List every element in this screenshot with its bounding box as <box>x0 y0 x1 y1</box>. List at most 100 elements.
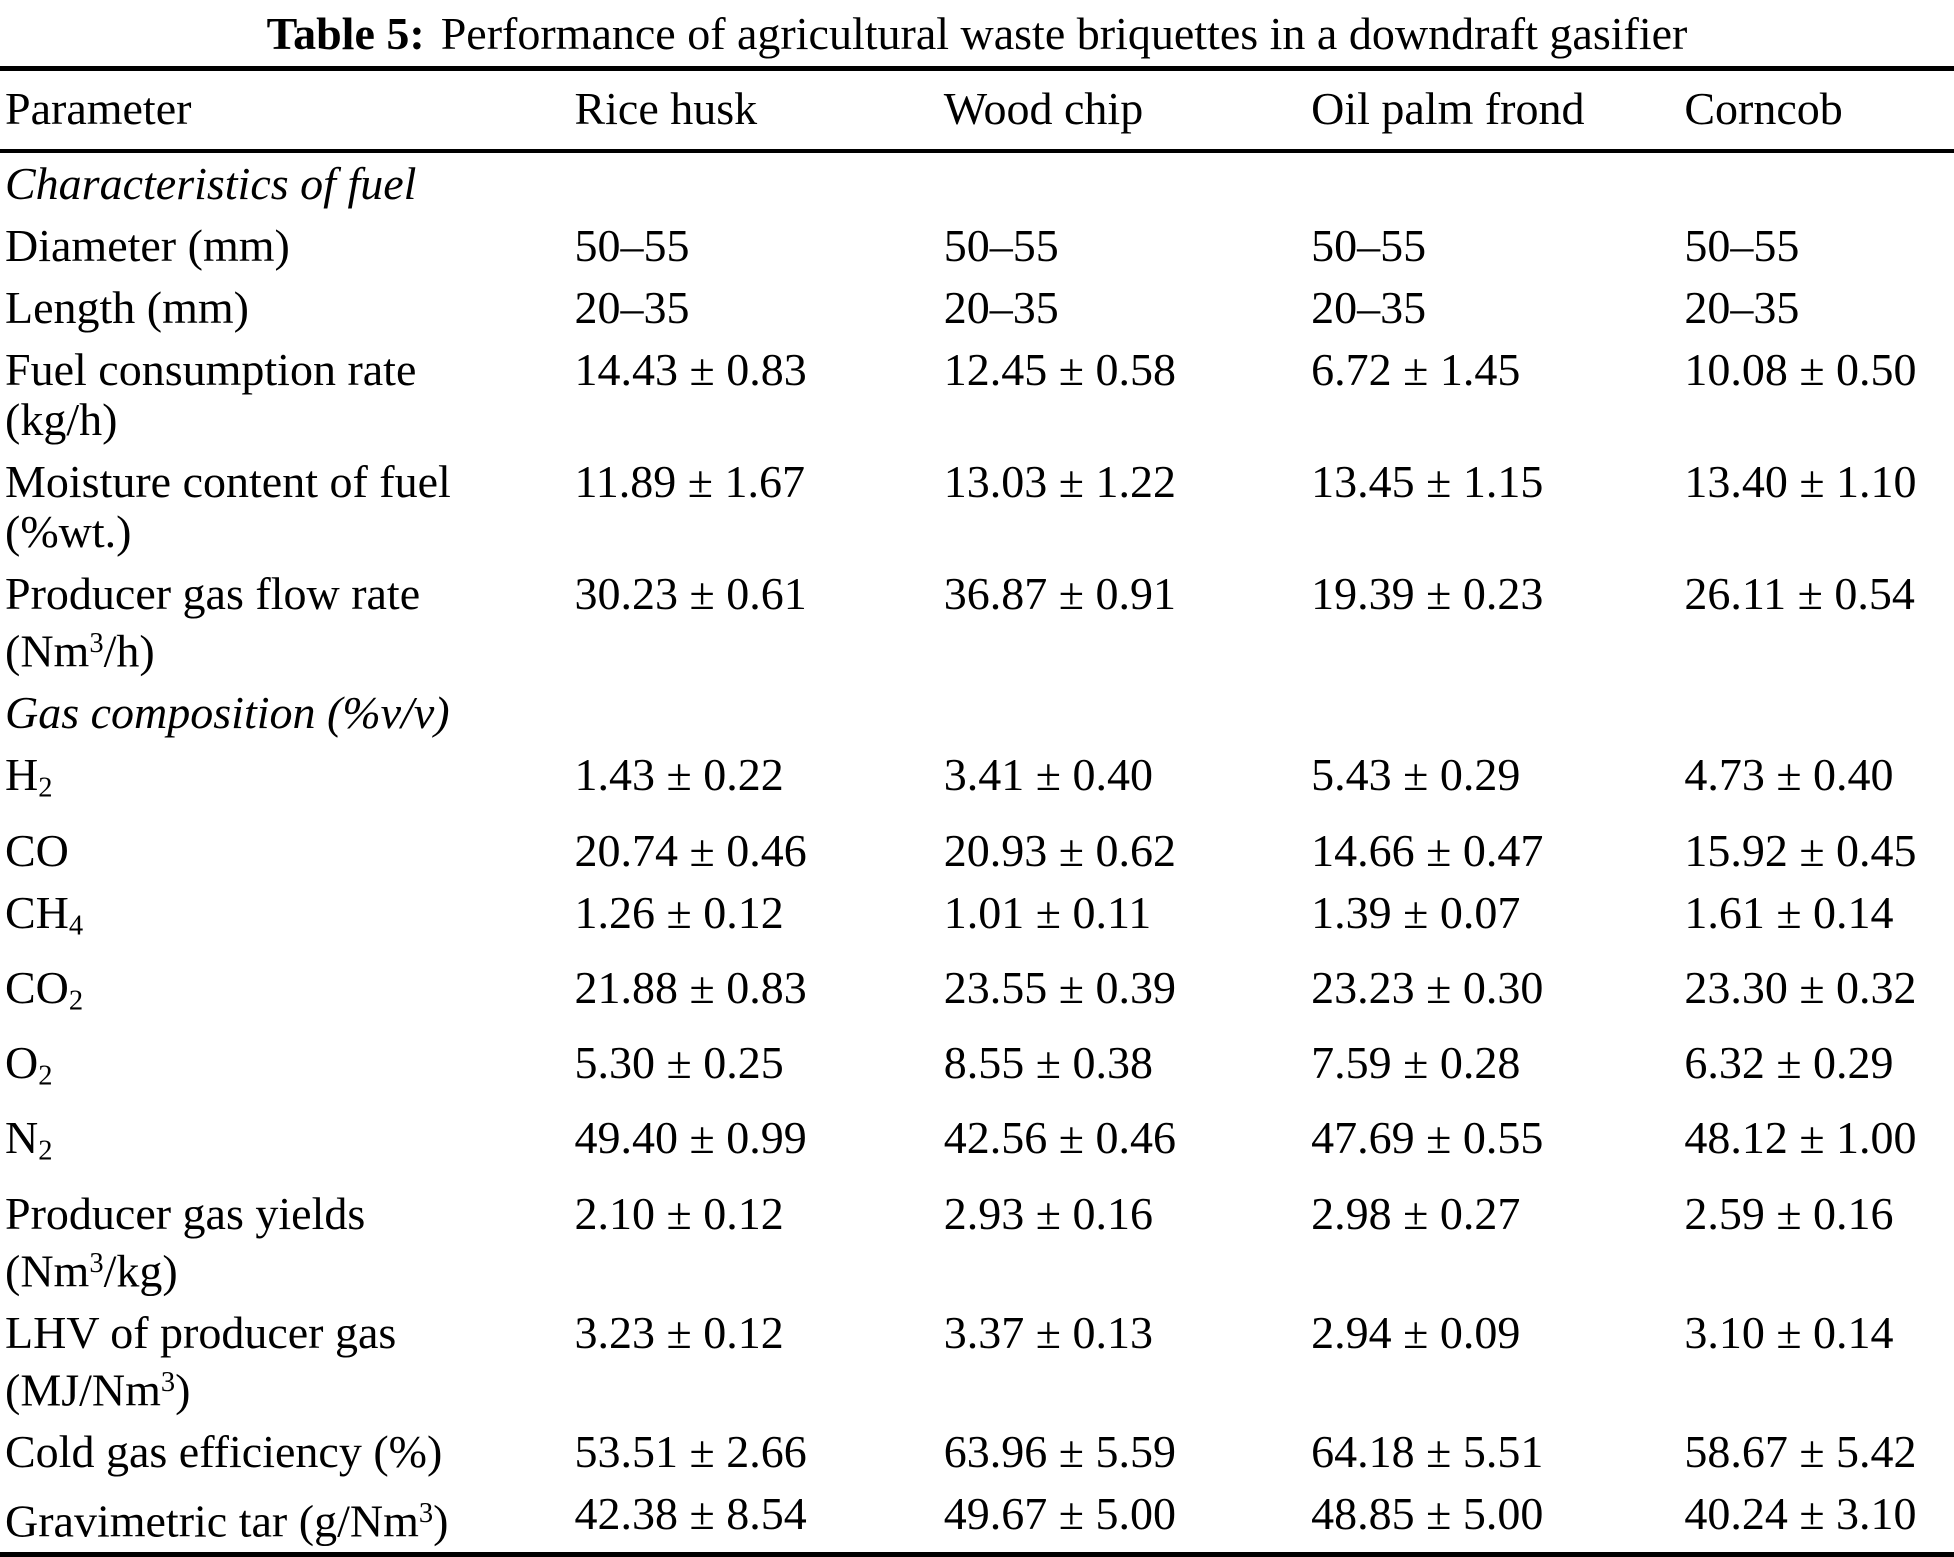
text-segment: (MJ/Nm <box>5 1364 161 1416</box>
value-cell: 12.45 ± 0.58 <box>943 344 1177 395</box>
value-cell: 36.87 ± 0.91 <box>943 568 1177 619</box>
value-cell: 40.24 ± 3.10 <box>1684 1488 1917 1540</box>
table-row: CH4 1.26 ± 0.12 1.01 ± 0.11 1.39 ± 0.07 1.61… <box>0 882 1954 957</box>
value-cell: 1.43 ± 0.22 <box>574 749 784 801</box>
table-caption: Table 5: Performance of agricultural wast… <box>0 0 1954 66</box>
text-segment: CO <box>5 961 69 1013</box>
value-cell: 6.72 ± 1.45 <box>1311 344 1521 395</box>
table-row: Fuel consumption rate (kg/h) 14.43 ± 0.83 1… <box>0 339 1954 451</box>
value-cell: 50–55 <box>1684 220 1800 271</box>
text-segment: Gas composition (%v/v) <box>5 687 450 739</box>
text-segment: Diameter (mm) <box>5 220 290 271</box>
text-segment: ) <box>433 1495 449 1547</box>
text-segment: Cold gas efficiency (%) <box>5 1426 443 1478</box>
superscript: 3 <box>418 1498 434 1530</box>
param-line: (kg/h) <box>5 395 574 445</box>
param-cell: CO <box>0 820 574 882</box>
subscript: 2 <box>38 1060 53 1092</box>
text-segment: (kg/h) <box>5 394 118 445</box>
value-cell: 14.66 ± 0.47 <box>1311 824 1544 876</box>
param-cell: CO2 <box>0 957 574 1032</box>
text-segment: N <box>5 1112 39 1164</box>
subscript: 4 <box>68 909 84 941</box>
text-segment: (Nm <box>5 625 90 677</box>
performance-table: Parameter Rice husk Wood chip Oil palm f… <box>0 66 1954 1557</box>
value-cell: 14.43 ± 0.83 <box>574 344 807 395</box>
value-cell: 2.10 ± 0.12 <box>574 1187 784 1239</box>
value-cell: 48.12 ± 1.00 <box>1684 1112 1917 1164</box>
subscript: 2 <box>38 772 53 804</box>
subscript: 2 <box>38 1135 53 1167</box>
value-cell: 13.03 ± 1.22 <box>943 456 1177 507</box>
param-cell: LHV of producer gas (MJ/Nm3) <box>0 1302 574 1421</box>
param-line: Producer gas yields <box>5 1187 574 1239</box>
text-segment: (Nm <box>5 1244 90 1296</box>
value-cell: 3.10 ± 0.14 <box>1684 1306 1894 1358</box>
table-row: Length (mm) 20–35 20–35 20–35 20–35 <box>0 277 1954 339</box>
value-cell: 23.23 ± 0.30 <box>1311 961 1544 1013</box>
column-header-corncob: Corncob <box>1684 68 1954 153</box>
column-header-wood-chip: Wood chip <box>943 68 1312 153</box>
table-row: H2 1.43 ± 0.22 3.41 ± 0.40 5.43 ± 0.29 4.73 … <box>0 744 1954 819</box>
param-line: (MJ/Nm3) <box>5 1358 574 1415</box>
text-segment: (%wt.) <box>5 506 132 557</box>
param-line: (Nm3/h) <box>5 619 574 676</box>
table-row: LHV of producer gas (MJ/Nm3) 3.23 ± 0.12 3.… <box>0 1302 1954 1421</box>
param-cell: N2 <box>0 1107 574 1182</box>
table-row: Cold gas efficiency (%) 53.51 ± 2.66 63.96… <box>0 1421 1954 1483</box>
superscript: 3 <box>89 1247 104 1279</box>
value-cell: 4.73 ± 0.40 <box>1684 749 1894 801</box>
superscript: 3 <box>89 628 104 659</box>
value-cell: 49.67 ± 5.00 <box>943 1488 1177 1540</box>
value-cell: 20.93 ± 0.62 <box>943 824 1177 876</box>
text-segment: /h) <box>103 625 155 677</box>
value-cell: 20–35 <box>1311 282 1427 333</box>
value-cell: 47.69 ± 0.55 <box>1311 1112 1544 1164</box>
table-row: Moisture content of fuel (%wt.) 11.89 ± 1.… <box>0 451 1954 563</box>
table-row: Gravimetric tar (g/Nm3) 42.38 ± 8.54 49.67… <box>0 1483 1954 1555</box>
value-cell: 13.40 ± 1.10 <box>1684 456 1917 507</box>
text-segment: Length (mm) <box>5 282 249 333</box>
param-cell: Gravimetric tar (g/Nm3) <box>0 1483 574 1555</box>
section-label: Characteristics of fuel <box>0 151 1954 215</box>
param-line: Gravimetric tar (g/Nm3) <box>5 1489 574 1546</box>
value-cell: 11.89 ± 1.67 <box>574 456 806 507</box>
value-cell: 20.74 ± 0.46 <box>574 824 807 876</box>
value-cell: 42.56 ± 0.46 <box>943 1112 1177 1164</box>
value-cell: 5.43 ± 0.29 <box>1311 749 1521 801</box>
section-row: Characteristics of fuel <box>0 151 1954 215</box>
text-segment: Producer gas flow rate <box>5 568 421 619</box>
table-row: N2 49.40 ± 0.99 42.56 ± 0.46 47.69 ± 0.55 48… <box>0 1107 1954 1182</box>
param-cell: O2 <box>0 1032 574 1107</box>
param-line: (%wt.) <box>5 507 574 557</box>
value-cell: 15.92 ± 0.45 <box>1684 824 1917 876</box>
param-cell: Fuel consumption rate (kg/h) <box>0 339 574 451</box>
value-cell: 50–55 <box>1311 220 1427 271</box>
value-cell: 7.59 ± 0.28 <box>1311 1037 1521 1089</box>
text-segment: Gravimetric tar (g/Nm <box>5 1495 419 1547</box>
param-line: Length (mm) <box>5 283 574 333</box>
value-cell: 63.96 ± 5.59 <box>943 1426 1177 1478</box>
param-line: CO2 <box>5 961 574 1026</box>
param-cell: Cold gas efficiency (%) <box>0 1421 574 1483</box>
param-line: O2 <box>5 1038 574 1101</box>
superscript: 3 <box>160 1366 176 1398</box>
text-segment: Producer gas yields <box>5 1187 366 1239</box>
value-cell: 58.67 ± 5.42 <box>1684 1426 1917 1478</box>
param-line: CH4 <box>5 886 574 951</box>
header-row: Parameter Rice husk Wood chip Oil palm f… <box>0 68 1954 153</box>
value-cell: 64.18 ± 5.51 <box>1311 1426 1544 1478</box>
value-cell: 3.41 ± 0.40 <box>943 749 1154 801</box>
value-cell: 26.11 ± 0.54 <box>1684 568 1915 619</box>
value-cell: 13.45 ± 1.15 <box>1311 456 1544 507</box>
text-segment: CH <box>5 886 69 938</box>
value-cell: 20–35 <box>1684 282 1800 333</box>
section-row: Gas composition (%v/v) <box>0 682 1954 744</box>
column-header-rice-husk: Rice husk <box>574 68 944 153</box>
section-label: Gas composition (%v/v) <box>0 682 1954 744</box>
value-cell: 8.55 ± 0.38 <box>943 1037 1154 1089</box>
text-segment: Moisture content of fuel <box>5 456 451 507</box>
value-cell: 2.93 ± 0.16 <box>943 1187 1154 1239</box>
value-cell: 49.40 ± 0.99 <box>574 1112 807 1164</box>
value-cell: 1.26 ± 0.12 <box>574 886 784 938</box>
